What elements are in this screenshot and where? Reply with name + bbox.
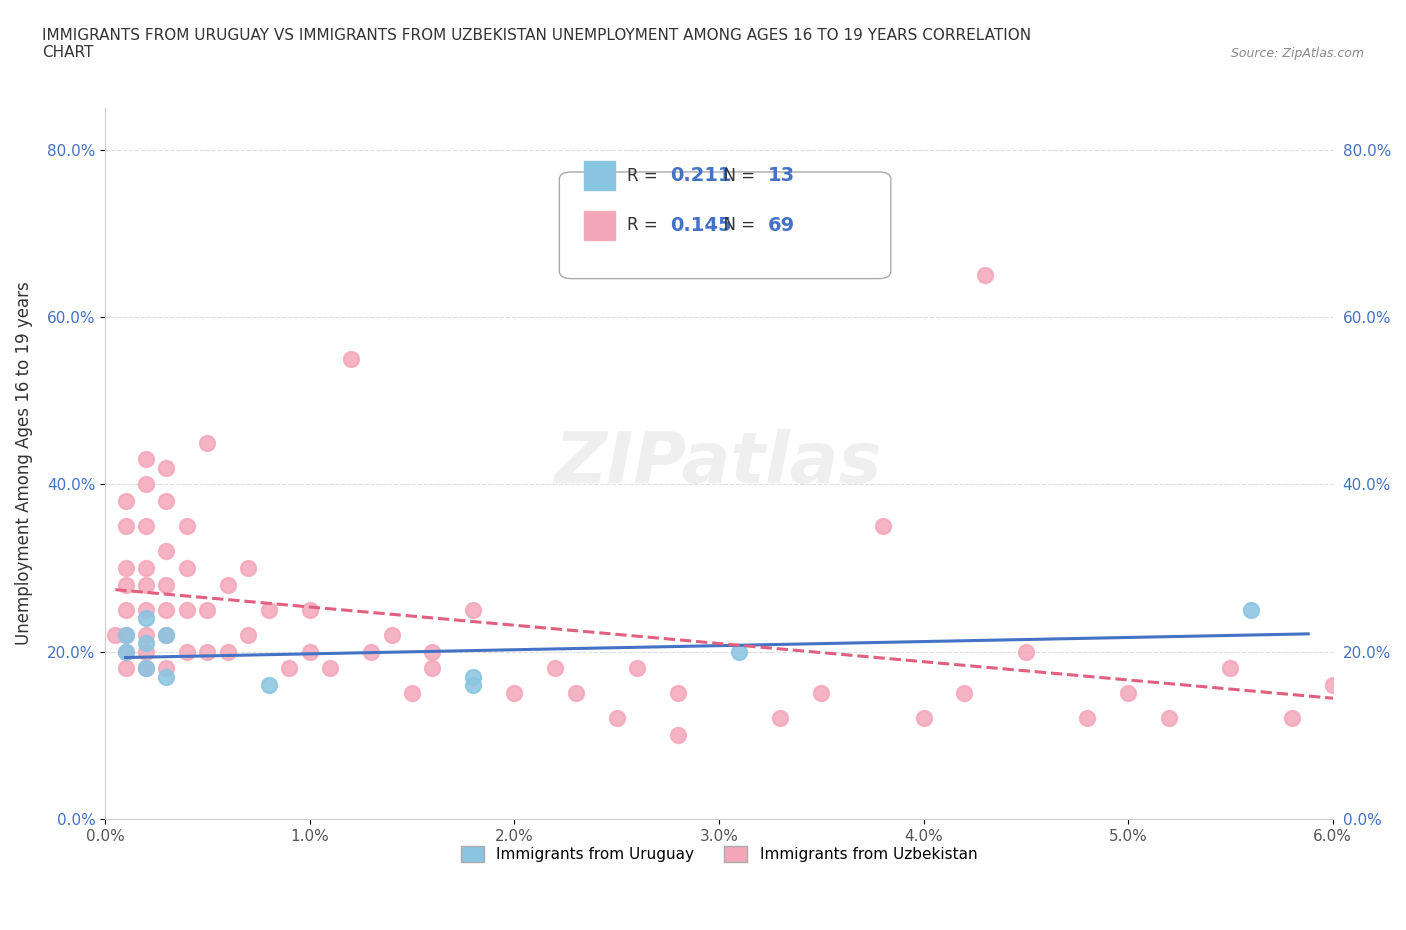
Point <box>114 661 136 676</box>
Point <box>1015 644 1038 659</box>
Point <box>135 636 157 651</box>
Text: R =: R = <box>627 166 662 184</box>
Point <box>1157 711 1180 726</box>
Point <box>217 644 239 659</box>
Point <box>155 544 177 559</box>
Point <box>155 578 177 592</box>
Point <box>155 494 177 509</box>
Point <box>114 494 136 509</box>
Point <box>135 519 157 534</box>
Point <box>135 661 157 676</box>
Point <box>135 561 157 576</box>
Point <box>1240 603 1263 618</box>
FancyBboxPatch shape <box>560 172 891 279</box>
Text: N =: N = <box>713 217 761 234</box>
Point <box>666 728 689 743</box>
Point <box>135 452 157 467</box>
Point <box>155 628 177 643</box>
Point <box>298 644 321 659</box>
Point <box>155 670 177 684</box>
Point <box>974 268 997 283</box>
Point <box>339 352 361 366</box>
Point <box>503 686 526 701</box>
Text: R =: R = <box>627 217 662 234</box>
Point <box>104 628 127 643</box>
Point <box>238 561 260 576</box>
Point <box>1219 661 1241 676</box>
Point <box>769 711 792 726</box>
Point <box>135 644 157 659</box>
Point <box>422 661 444 676</box>
Point <box>319 661 342 676</box>
Point <box>1322 678 1344 693</box>
Text: N =: N = <box>713 166 761 184</box>
Point <box>463 603 485 618</box>
Point <box>176 561 198 576</box>
Point <box>564 686 586 701</box>
Point <box>217 578 239 592</box>
Point <box>135 578 157 592</box>
Point <box>155 460 177 475</box>
Point <box>114 628 136 643</box>
Point <box>606 711 628 726</box>
Point <box>197 603 219 618</box>
Point <box>155 628 177 643</box>
Text: 13: 13 <box>768 166 796 185</box>
Point <box>135 611 157 626</box>
Point <box>463 670 485 684</box>
Point <box>135 628 157 643</box>
Point <box>135 603 157 618</box>
Point <box>197 435 219 450</box>
Point <box>114 578 136 592</box>
Point <box>298 603 321 618</box>
Point <box>176 603 198 618</box>
Point <box>197 644 219 659</box>
FancyBboxPatch shape <box>583 161 614 190</box>
Point <box>155 603 177 618</box>
Text: Source: ZipAtlas.com: Source: ZipAtlas.com <box>1230 46 1364 60</box>
Point <box>1281 711 1303 726</box>
Point <box>114 603 136 618</box>
Point <box>872 519 894 534</box>
Point <box>810 686 832 701</box>
Point <box>666 686 689 701</box>
Text: 69: 69 <box>768 216 796 234</box>
Point <box>278 661 301 676</box>
Point <box>380 628 402 643</box>
Point <box>544 661 567 676</box>
Point <box>135 477 157 492</box>
Y-axis label: Unemployment Among Ages 16 to 19 years: Unemployment Among Ages 16 to 19 years <box>15 282 32 645</box>
Point <box>176 644 198 659</box>
Point <box>1116 686 1139 701</box>
Point <box>155 661 177 676</box>
Text: ZIPatlas: ZIPatlas <box>555 429 883 498</box>
Text: 0.211: 0.211 <box>669 166 731 185</box>
Point <box>114 561 136 576</box>
Point <box>422 644 444 659</box>
Text: IMMIGRANTS FROM URUGUAY VS IMMIGRANTS FROM UZBEKISTAN UNEMPLOYMENT AMONG AGES 16: IMMIGRANTS FROM URUGUAY VS IMMIGRANTS FR… <box>42 28 1032 60</box>
Point <box>114 519 136 534</box>
Point <box>257 678 280 693</box>
Point <box>257 603 280 618</box>
Point <box>238 628 260 643</box>
Point <box>1076 711 1098 726</box>
Legend: Immigrants from Uruguay, Immigrants from Uzbekistan: Immigrants from Uruguay, Immigrants from… <box>454 840 983 868</box>
Point <box>176 519 198 534</box>
Point <box>912 711 935 726</box>
Point <box>114 644 136 659</box>
Point <box>114 644 136 659</box>
Point <box>953 686 976 701</box>
Text: 0.145: 0.145 <box>669 216 731 234</box>
FancyBboxPatch shape <box>583 211 614 240</box>
Point <box>463 678 485 693</box>
Point <box>401 686 423 701</box>
Point <box>626 661 648 676</box>
Point <box>728 644 751 659</box>
Point <box>135 661 157 676</box>
Point <box>114 628 136 643</box>
Point <box>360 644 382 659</box>
